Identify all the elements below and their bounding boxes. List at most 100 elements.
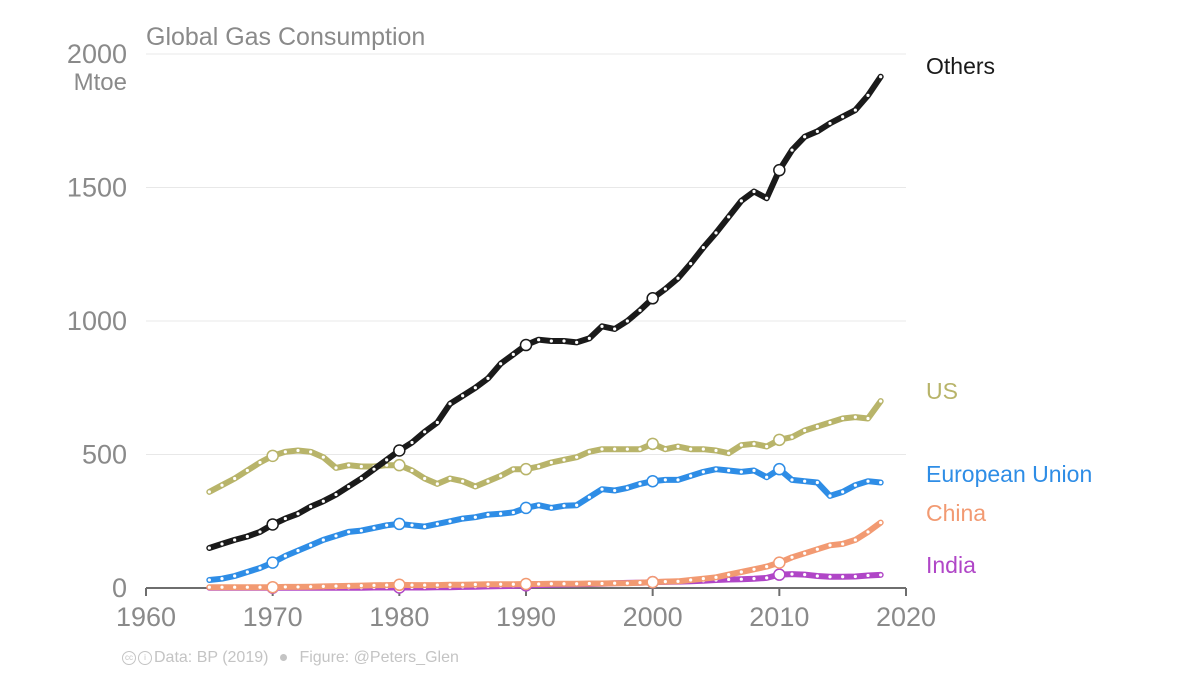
data-point [879,480,883,485]
data-point [815,574,819,578]
data-point [676,478,680,482]
data-point [638,482,642,486]
data-point [701,245,705,250]
data-point [461,583,465,587]
data-point-marker [393,578,406,592]
data-point [866,93,870,97]
data-point [283,554,287,558]
data-point [587,495,591,499]
data-point [562,339,566,343]
data-point [752,567,756,571]
data-point [448,583,452,587]
data-point [841,542,845,546]
data-point [613,447,617,451]
data-point [334,492,338,497]
data-point [372,583,376,587]
data-point [866,416,870,421]
y-tick-label: 1000 [67,306,127,336]
data-point [448,402,452,406]
data-point [689,474,693,478]
data-point-marker [646,474,659,488]
data-point [841,416,845,421]
data-point [714,448,718,453]
data-point [853,108,857,112]
data-point [803,135,807,139]
data-point [385,523,389,527]
data-point [803,551,807,555]
data-point [511,582,515,586]
data-point [676,444,680,449]
data-point [537,338,541,342]
data-point [233,574,237,578]
data-point [372,467,376,471]
attribution-icon: i [138,650,152,665]
data-point [625,486,629,490]
data-point [321,538,325,542]
chart-title: Global Gas Consumption [146,23,425,51]
data-point [321,499,325,503]
data-point [435,420,439,425]
data-point [220,542,224,546]
data-point [435,522,439,526]
data-point [499,582,503,586]
data-point [689,261,693,266]
data-point [537,582,541,586]
data-point [765,196,769,200]
data-point [347,484,351,489]
data-point [309,450,313,454]
data-point [714,575,718,579]
data-point [739,577,743,581]
data-point-marker [773,556,786,569]
data-point [739,470,743,474]
data-point [486,479,490,483]
data-point [296,549,300,553]
data-point [676,579,680,583]
y-tick-label: 0 [112,573,127,603]
data-point [410,583,414,587]
data-point [600,324,604,328]
data-point [790,555,794,559]
data-point [828,121,832,126]
data-point-marker [773,163,786,177]
data-point [296,448,300,453]
data-point [410,468,414,473]
data-point [220,577,224,581]
data-point [461,479,465,483]
data-point [663,447,667,451]
data-point [258,460,262,465]
data-point [245,585,249,589]
x-tick-label: 1960 [116,602,176,632]
data-point [739,570,743,574]
series-line [206,519,884,591]
data-point-marker [519,501,533,515]
data-point [727,577,731,582]
data-point [359,583,363,588]
data-point [727,573,731,577]
data-point [853,538,857,542]
data-point [321,455,325,459]
data-point-marker [393,444,406,457]
x-tick-label: 1980 [369,602,429,632]
data-point [790,572,794,576]
series-labels: India China US European Union Others [926,53,1092,578]
data-point [689,578,693,582]
data-point-marker [266,580,279,594]
data-point [879,75,883,79]
series-label-us: US [926,378,958,404]
data-point [245,570,249,574]
data-point [511,352,515,356]
y-tick-label: 2000 [67,39,127,69]
data-point [511,467,515,471]
cc-license-icon: cc [122,650,136,665]
data-point [334,466,338,470]
data-point [359,476,363,481]
data-point [841,575,845,579]
data-point [815,547,819,551]
data-point [701,470,705,474]
data-point [701,447,705,451]
data-point [676,276,680,280]
data-point [258,530,262,534]
data-point [283,450,287,454]
y-tick-label: 500 [82,440,127,470]
data-point [575,340,579,344]
